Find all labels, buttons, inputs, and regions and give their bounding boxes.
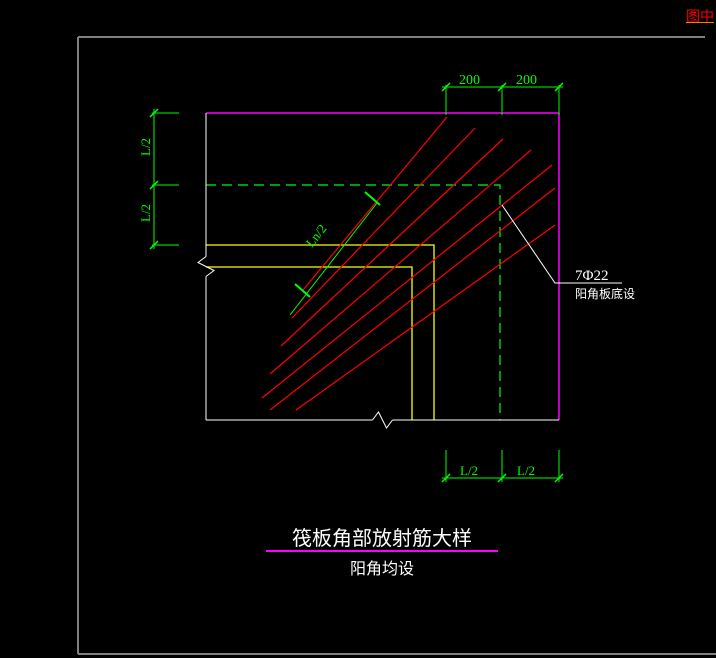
header-link-text: 图中 [686,6,714,26]
dim-lhalf-top-left: L/2 [138,138,153,156]
column-outline-outer [206,245,434,420]
title-main-text: 筏板角部放射筋大样 [292,527,472,550]
radial-rebar-group [262,117,555,410]
break-line-bottom [206,412,559,428]
dim-200-a: 200 [459,73,480,88]
rebar-spec-text: 7Φ22 [575,268,608,284]
dim-ln-half: Ln/2 [290,203,377,315]
dim-lhalf-bottom-left: L/2 [138,204,153,222]
cad-drawing: Ln/2 200 200 L/2 L/2 L/2 L/2 7Φ22 阳角板底设 … [0,0,716,658]
dim-guides-left [150,109,179,249]
title-sub-text: 阳角均设 [350,560,414,578]
dim-lhalf-bottom-b: L/2 [517,463,535,478]
dim-lhalf-bottom-a: L/2 [460,463,478,478]
rebar-note-text: 阳角板底设 [575,286,635,301]
dim-200-b: 200 [516,73,537,88]
